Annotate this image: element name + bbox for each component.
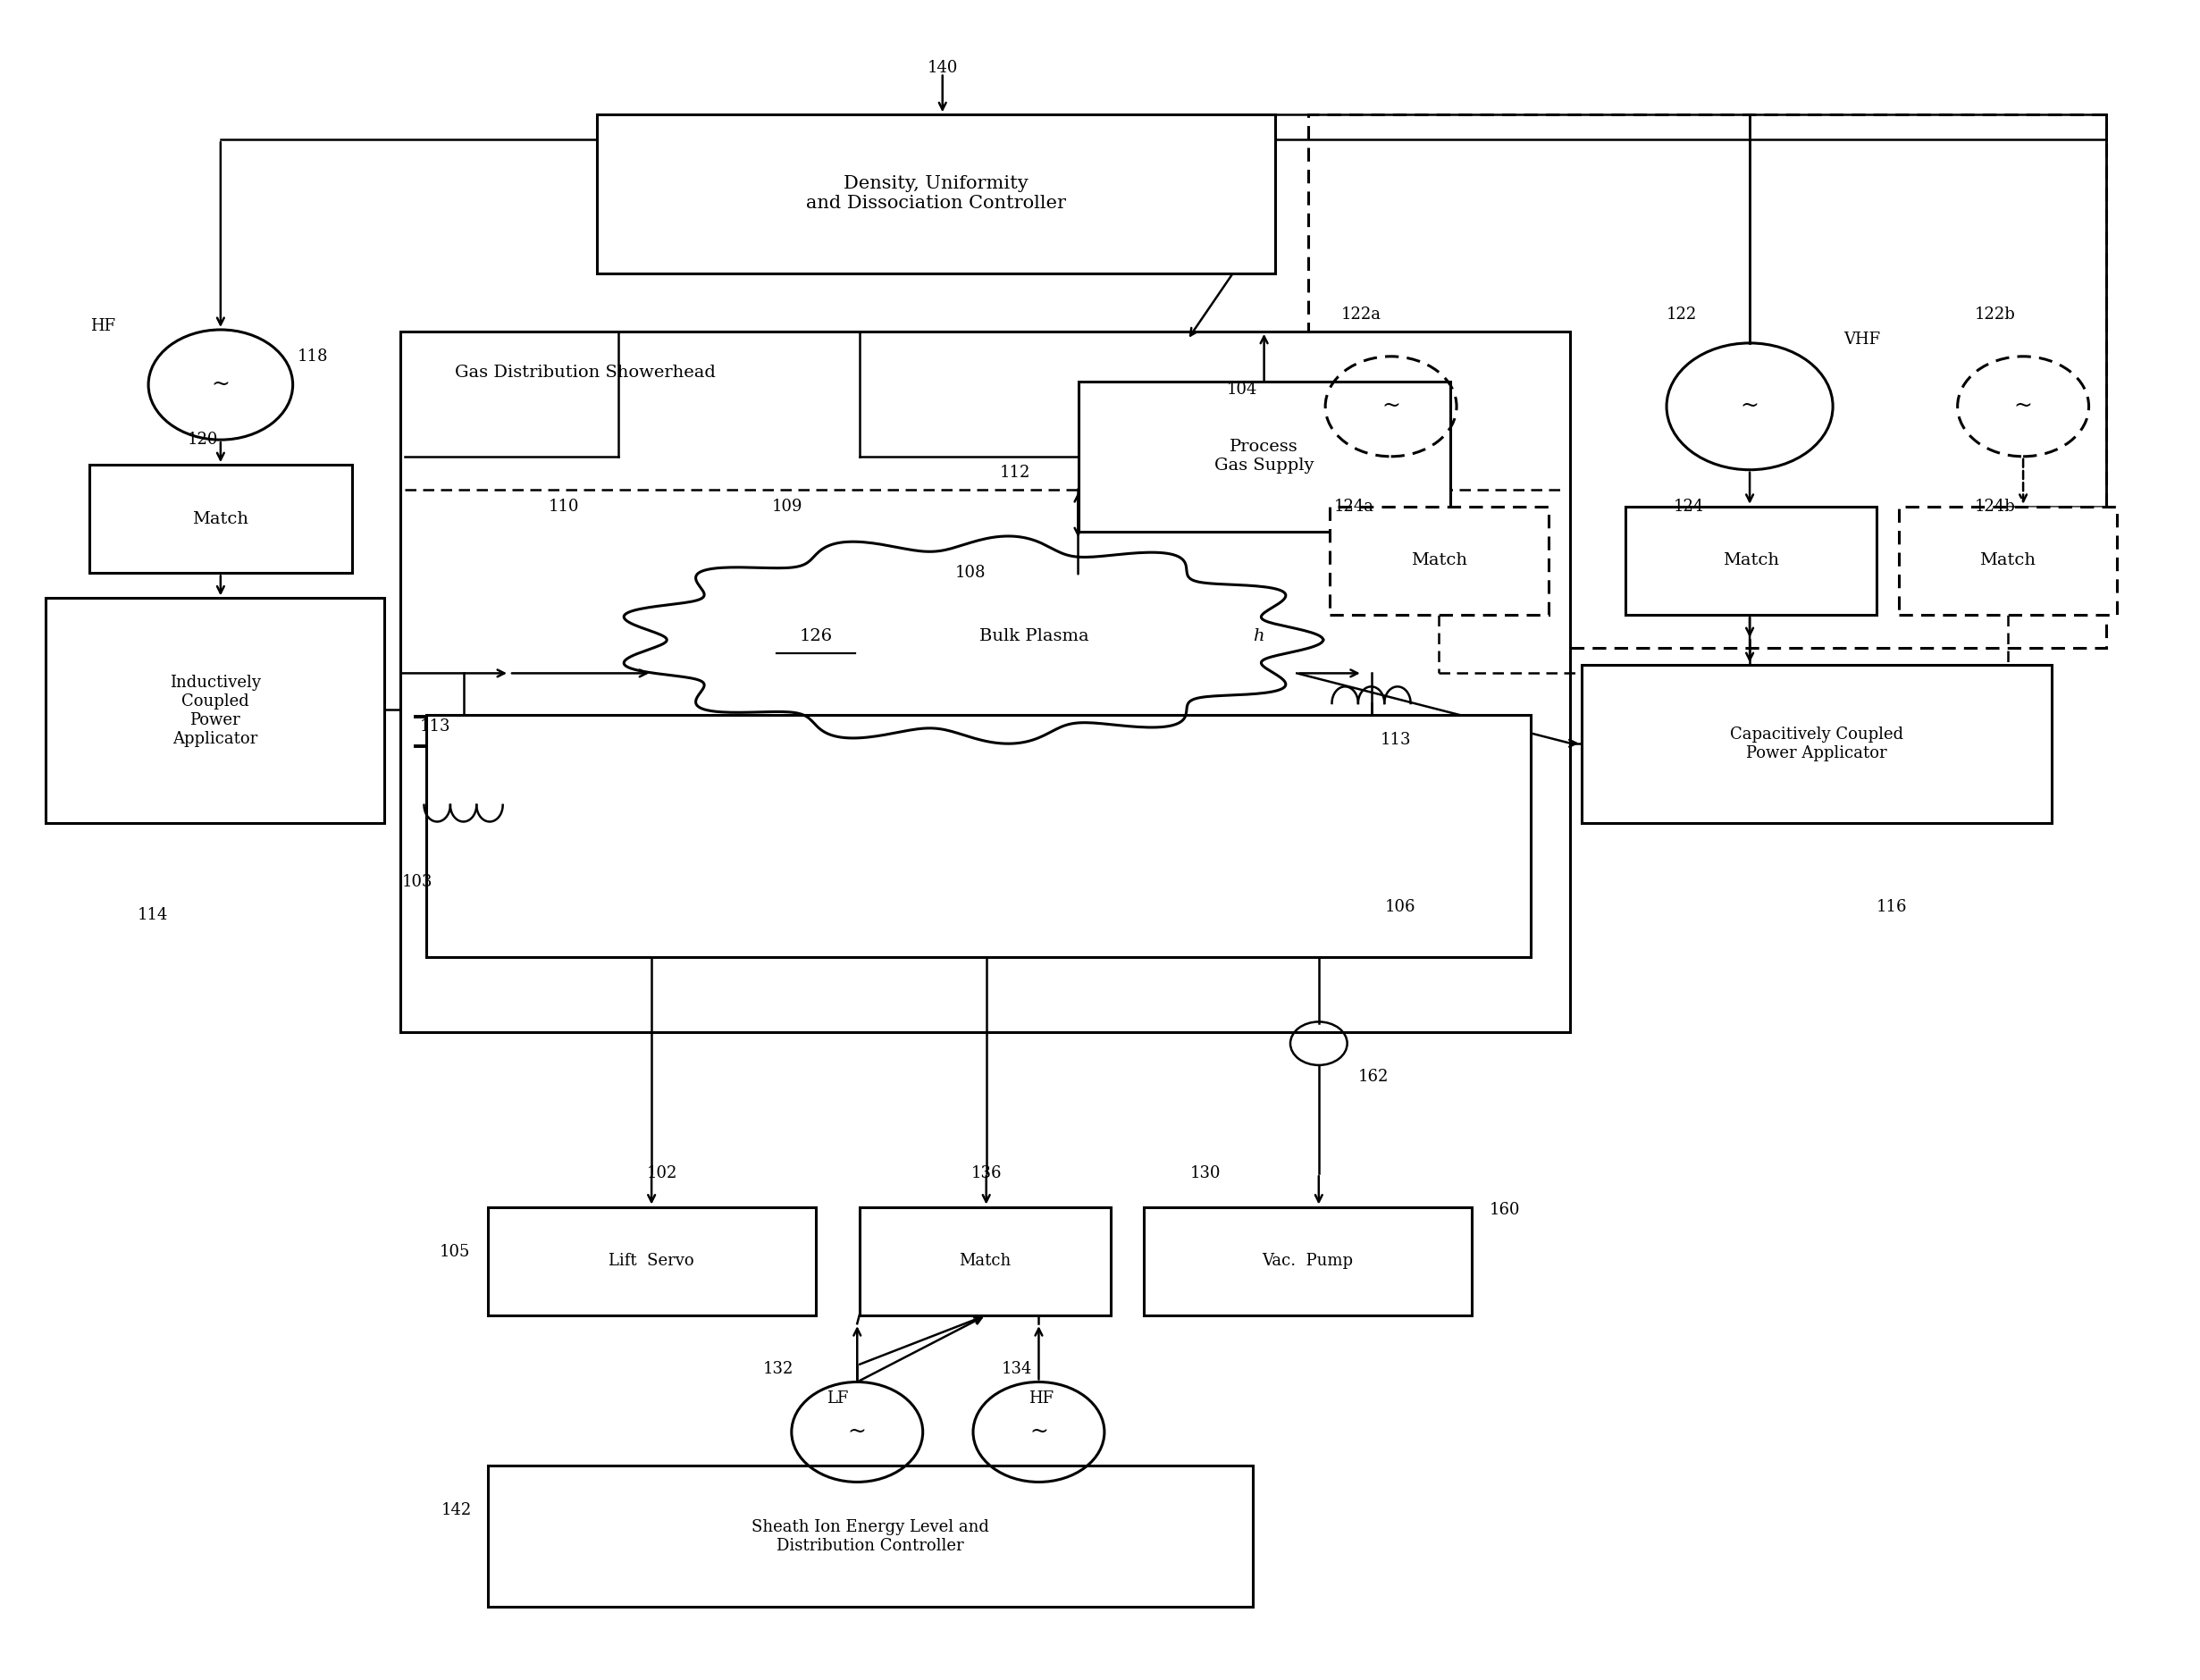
Text: Match: Match — [1410, 553, 1467, 570]
Text: 110: 110 — [548, 499, 579, 514]
Bar — [1329, 506, 1549, 615]
Bar — [488, 1465, 1254, 1608]
Bar — [427, 716, 1531, 956]
Bar — [1582, 665, 2053, 823]
Text: 113: 113 — [1379, 732, 1410, 748]
Text: ~: ~ — [1382, 396, 1399, 417]
Text: ~: ~ — [847, 1421, 867, 1441]
Text: ~: ~ — [1030, 1421, 1047, 1441]
Text: ~: ~ — [1740, 396, 1760, 417]
Text: Match: Match — [959, 1253, 1012, 1268]
Text: ~: ~ — [2013, 396, 2033, 417]
Text: 103: 103 — [403, 874, 433, 890]
Text: 132: 132 — [763, 1361, 794, 1376]
Bar — [1307, 114, 2105, 648]
Bar — [1899, 506, 2116, 615]
Bar — [400, 331, 1571, 1032]
Text: Vac.  Pump: Vac. Pump — [1263, 1253, 1353, 1268]
Text: 116: 116 — [1877, 899, 1907, 914]
Text: 124: 124 — [1674, 499, 1703, 514]
Text: 122b: 122b — [1976, 307, 2015, 323]
Text: 124a: 124a — [1333, 499, 1375, 514]
Text: LF: LF — [827, 1391, 849, 1406]
Text: 140: 140 — [926, 60, 957, 76]
Text: HF: HF — [90, 318, 117, 334]
Text: 106: 106 — [1384, 899, 1415, 914]
Text: 126: 126 — [799, 628, 832, 645]
Text: Bulk Plasma: Bulk Plasma — [979, 628, 1089, 645]
Text: 105: 105 — [440, 1243, 471, 1260]
Text: Match: Match — [1980, 553, 2035, 570]
Text: 162: 162 — [1357, 1068, 1388, 1085]
Text: 122a: 122a — [1340, 307, 1382, 323]
Text: 118: 118 — [297, 348, 328, 365]
Text: Match: Match — [191, 511, 249, 528]
Text: 120: 120 — [187, 432, 218, 449]
Text: 160: 160 — [1489, 1203, 1520, 1218]
Text: h: h — [1254, 628, 1265, 645]
Bar — [488, 1206, 816, 1315]
Text: 112: 112 — [999, 465, 1030, 480]
Text: Process
Gas Supply: Process Gas Supply — [1214, 438, 1313, 474]
Text: 108: 108 — [955, 564, 986, 581]
Bar — [1144, 1206, 1472, 1315]
Bar — [1626, 506, 1877, 615]
Text: HF: HF — [1027, 1391, 1054, 1406]
Text: 136: 136 — [970, 1166, 1001, 1181]
Text: Gas Distribution Showerhead: Gas Distribution Showerhead — [455, 365, 715, 381]
Bar — [90, 465, 352, 573]
Text: 130: 130 — [1190, 1166, 1221, 1181]
Text: 142: 142 — [442, 1502, 473, 1519]
Bar — [860, 1206, 1111, 1315]
Text: 124b: 124b — [1976, 499, 2015, 514]
Text: Lift  Servo: Lift Servo — [609, 1253, 695, 1268]
Text: ~: ~ — [211, 375, 231, 395]
Text: Inductively
Coupled
Power
Applicator: Inductively Coupled Power Applicator — [169, 675, 260, 746]
Bar — [1078, 381, 1450, 531]
Bar — [596, 114, 1276, 274]
Text: 109: 109 — [772, 499, 803, 514]
Text: Density, Uniformity
and Dissociation Controller: Density, Uniformity and Dissociation Con… — [805, 175, 1067, 212]
Text: 134: 134 — [1001, 1361, 1032, 1376]
Text: Match: Match — [1723, 553, 1780, 570]
Text: VHF: VHF — [1844, 331, 1881, 348]
Text: 114: 114 — [136, 907, 167, 922]
Text: 104: 104 — [1228, 381, 1258, 398]
Text: 113: 113 — [420, 719, 451, 734]
Bar — [46, 598, 385, 823]
Text: Capacitively Coupled
Power Applicator: Capacitively Coupled Power Applicator — [1729, 727, 1903, 761]
Text: Sheath Ion Energy Level and
Distribution Controller: Sheath Ion Energy Level and Distribution… — [752, 1519, 990, 1554]
Text: 122: 122 — [1668, 307, 1696, 323]
Text: 102: 102 — [647, 1166, 678, 1181]
